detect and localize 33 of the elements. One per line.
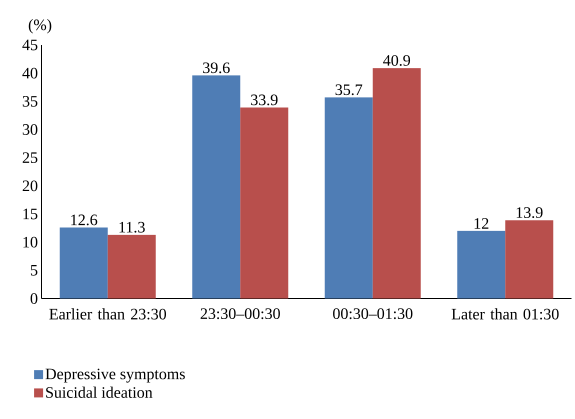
y-tick-label: 30 [22, 124, 38, 135]
y-tick-label: 15 [23, 208, 38, 220]
bar [457, 230, 506, 298]
bar [505, 220, 554, 298]
y-tick-label: 40 [22, 68, 38, 79]
bar [60, 228, 108, 298]
data-label: 11.3 [120, 222, 145, 233]
legend-label: Suicidal ideation [46, 386, 152, 398]
bar [372, 68, 421, 298]
data-label: 13.9 [516, 207, 543, 218]
y-axis-title: (%) [28, 19, 52, 34]
y-tick-label: 25 [22, 152, 38, 164]
data-label: 33.9 [251, 94, 278, 106]
y-tick-label: 35 [22, 96, 38, 107]
bar [240, 108, 288, 298]
data-label: 39.6 [203, 62, 230, 74]
y-tick-label: 0 [30, 293, 38, 304]
x-tick-label: Later than 01:30 [452, 308, 559, 320]
y-tick-label: 10 [23, 236, 38, 248]
legend-label: Depressive symptoms [46, 368, 185, 383]
bar [108, 234, 156, 298]
y-tick-label: 45 [22, 40, 38, 50]
data-label: 12.6 [71, 214, 98, 226]
x-tick-label: Earlier than 23:30 [49, 308, 166, 320]
y-tick-label: 20 [22, 180, 38, 192]
data-label: 35.7 [336, 84, 362, 96]
data-label: 12 [474, 218, 488, 229]
bar [192, 75, 240, 298]
y-tick-label: 5 [30, 265, 38, 276]
x-tick-label: 00:30–01:30 [333, 308, 412, 320]
x-tick-label: 23:30–00:30 [200, 308, 280, 320]
data-label: 40.9 [383, 55, 410, 66]
bar [324, 97, 373, 298]
